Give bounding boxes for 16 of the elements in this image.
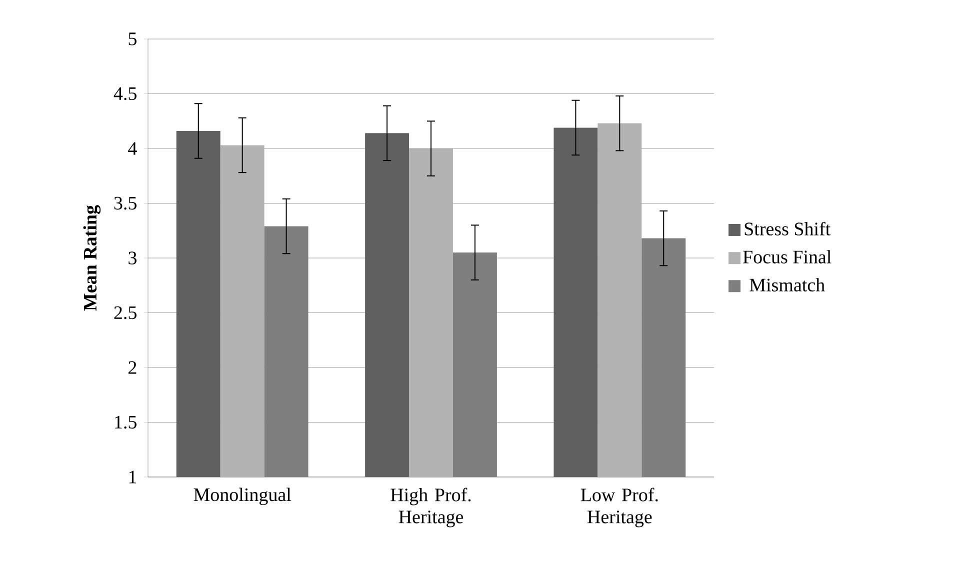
legend-label: Stress Shift [744,222,831,236]
x-tick-label: High Prof. Heritage [390,488,471,528]
legend-label: Mismatch [750,278,825,292]
y-tick-label: 1 [129,470,136,484]
x-tick-label: Low Prof. Heritage [580,488,658,528]
legend-label: Focus Final [743,250,832,264]
y-tick-label: 2.5 [114,306,136,320]
y-tick-label: 3 [128,252,136,264]
x-tick-label: Monolingual [194,488,292,506]
y-tick-label: 4 [128,142,137,155]
y-axis-title: Mean Rating [83,205,101,311]
y-tick-label: 2 [128,361,136,374]
y-tick-label: 3.5 [114,196,136,210]
y-tick-label: 1.5 [115,416,136,429]
y-tick-label: 4.5 [114,87,136,100]
y-tick-label: 5 [128,32,136,46]
